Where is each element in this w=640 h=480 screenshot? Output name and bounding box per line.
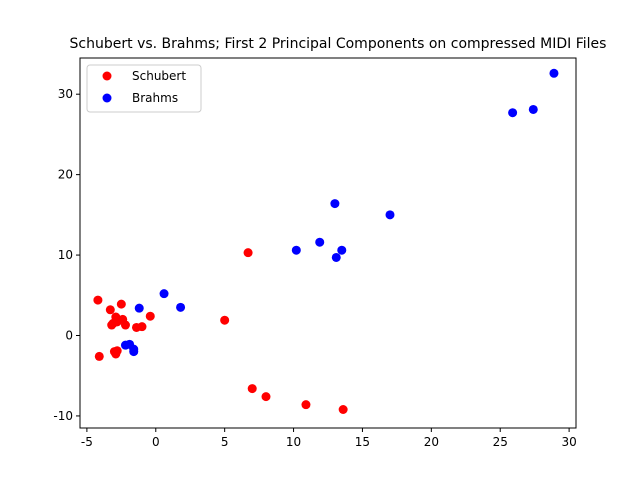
legend-entry: Brahms: [132, 91, 178, 105]
data-point: [508, 108, 518, 118]
legend: Schubert Brahms: [86, 64, 202, 113]
x-tick-label: 25: [493, 435, 508, 449]
y-tick-label: 30: [58, 87, 73, 101]
series-brahms: [120, 68, 559, 357]
data-point: [528, 104, 538, 114]
data-point: [385, 210, 395, 220]
data-point: [111, 349, 121, 359]
data-point: [243, 248, 253, 258]
data-point: [247, 384, 257, 394]
x-tick-label: 30: [561, 435, 576, 449]
x-tick-label: 0: [152, 435, 160, 449]
series-schubert: [93, 248, 348, 414]
x-tick-label: 15: [355, 435, 370, 449]
plot-area: [79, 57, 577, 429]
data-point: [120, 320, 130, 330]
data-point: [220, 315, 230, 325]
data-point: [129, 347, 139, 357]
legend-box: [86, 64, 202, 113]
data-point: [331, 252, 341, 262]
data-point: [145, 311, 155, 321]
axis-ticks: -5 0 5 10 15 20 25 30 -10 0 10 20 30: [53, 87, 576, 449]
data-point: [94, 351, 104, 361]
data-point: [301, 400, 311, 410]
x-tick-label: -5: [81, 435, 93, 449]
data-point: [338, 405, 348, 414]
data-point: [105, 305, 115, 315]
chart-title: Schubert vs. Brahms; First 2 Principal C…: [70, 36, 607, 52]
data-point: [337, 245, 347, 255]
data-point: [137, 322, 147, 332]
data-point: [261, 392, 271, 402]
data-point: [93, 295, 103, 305]
legend-marker: [102, 93, 112, 103]
data-point: [134, 303, 144, 313]
x-tick-label: 10: [286, 435, 301, 449]
y-tick-label: 10: [58, 248, 73, 262]
y-tick-label: 0: [65, 329, 73, 343]
x-tick-label: 20: [424, 435, 439, 449]
data-point: [315, 237, 325, 247]
y-tick-label: -10: [53, 409, 73, 423]
x-tick-label: 5: [221, 435, 229, 449]
legend-entry: Schubert: [132, 69, 186, 83]
data-point: [549, 68, 559, 78]
data-point: [116, 299, 126, 309]
data-point: [159, 289, 169, 299]
y-tick-label: 20: [58, 168, 73, 182]
data-points: [93, 68, 559, 414]
data-point: [291, 245, 301, 255]
data-point: [176, 302, 186, 312]
data-point: [330, 199, 340, 209]
data-point: [107, 320, 117, 330]
legend-marker: [102, 71, 112, 81]
